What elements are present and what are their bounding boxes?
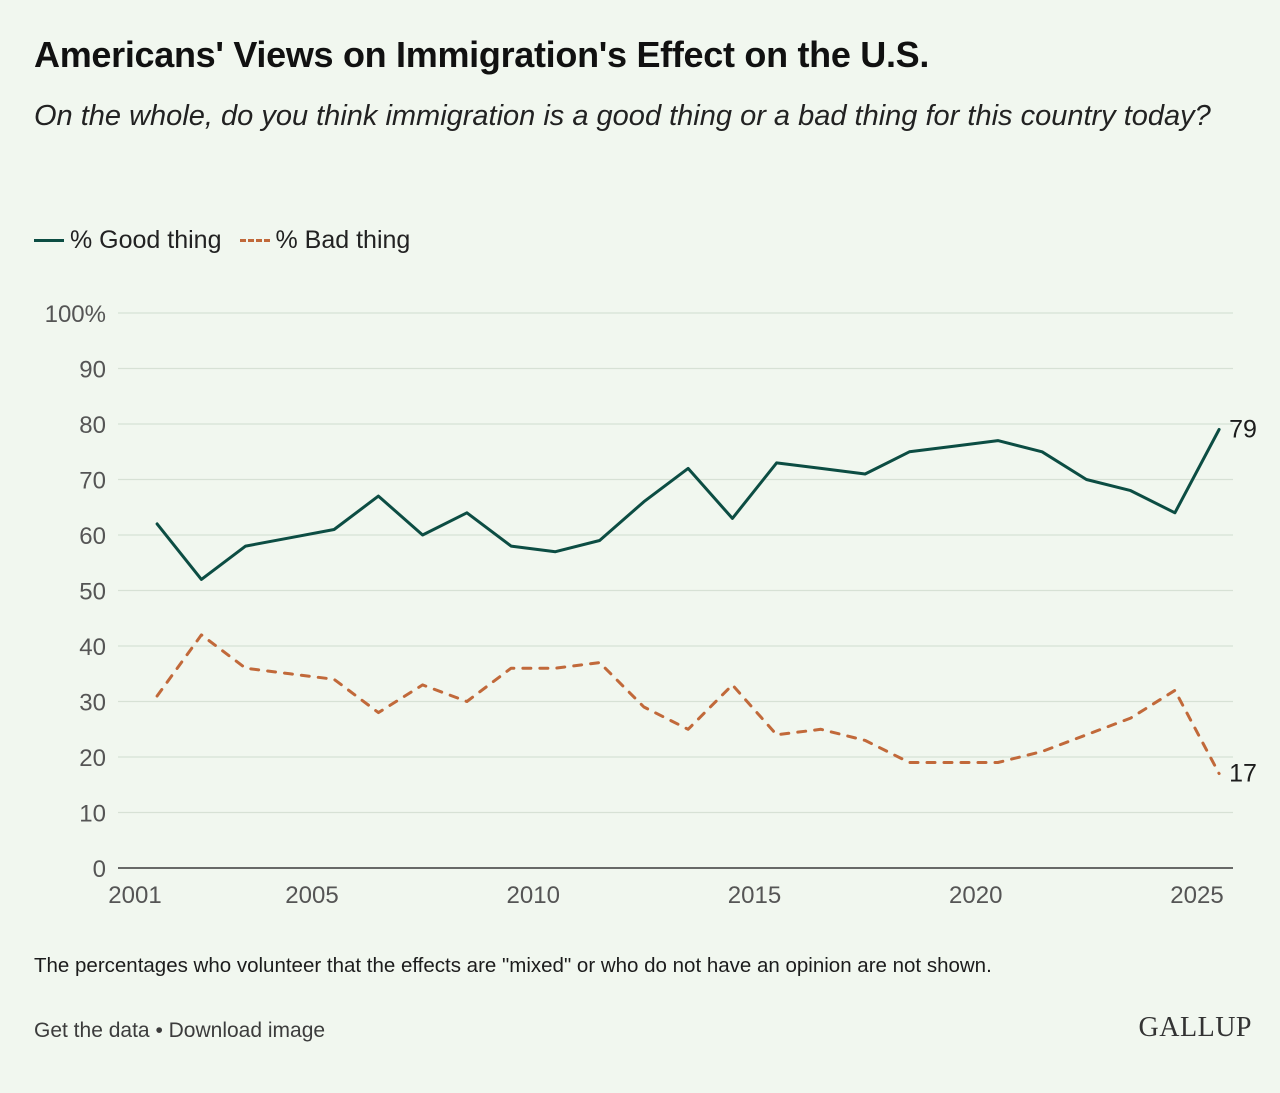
download-image-link[interactable]: Download image xyxy=(168,1019,326,1042)
x-tick-label: 2001 xyxy=(108,882,161,909)
chart-legend: % Good thing % Bad thing xyxy=(34,226,428,255)
chart-links: Get the data • Download image xyxy=(34,1019,325,1043)
chart-note: The percentages who volunteer that the e… xyxy=(34,954,992,977)
link-separator: • xyxy=(155,1019,163,1042)
legend-label-good: % Good thing xyxy=(70,226,222,254)
y-tick-label: 100% xyxy=(45,301,106,328)
chart-title: Americans' Views on Immigration's Effect… xyxy=(34,34,930,75)
y-tick-label: 30 xyxy=(79,690,106,717)
end-label-good: 79 xyxy=(1229,416,1257,444)
legend-label-bad: % Bad thing xyxy=(275,226,411,254)
gallup-logo: GALLUP xyxy=(1138,1012,1252,1043)
y-tick-label: 70 xyxy=(79,468,106,495)
series-line-bad xyxy=(155,633,1221,776)
y-tick-label: 90 xyxy=(79,357,106,384)
y-tick-label: 20 xyxy=(79,745,106,772)
x-tick-label: 2020 xyxy=(949,882,1002,909)
y-tick-label: 80 xyxy=(79,412,106,439)
x-tick-label: 2010 xyxy=(507,882,560,909)
y-tick-label: 50 xyxy=(79,579,106,606)
legend-item-good: % Good thing xyxy=(34,226,222,255)
x-tick-label: 2015 xyxy=(728,882,781,909)
chart-subtitle: On the whole, do you think immigration i… xyxy=(34,100,1211,132)
y-tick-label: 60 xyxy=(79,523,106,550)
x-tick-label: 2005 xyxy=(285,882,338,909)
series-line-good xyxy=(155,428,1221,581)
legend-swatch-good xyxy=(34,239,64,242)
y-tick-label: 10 xyxy=(79,801,106,828)
get-data-link[interactable]: Get the data xyxy=(34,1019,150,1042)
x-tick-label: 2025 xyxy=(1170,882,1223,909)
end-label-bad: 17 xyxy=(1229,760,1257,788)
legend-item-bad: % Bad thing xyxy=(239,226,411,255)
y-tick-label: 0 xyxy=(93,856,106,883)
legend-swatch-bad xyxy=(239,239,270,242)
y-tick-label: 40 xyxy=(79,634,106,661)
